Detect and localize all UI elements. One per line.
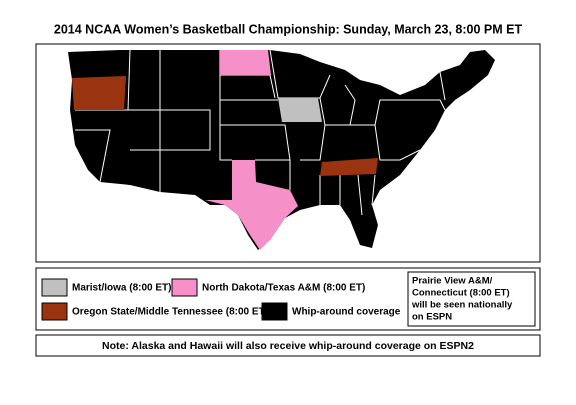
side-note-line: will be seen nationally bbox=[411, 300, 513, 311]
oregon bbox=[72, 76, 126, 110]
legend-swatch bbox=[171, 278, 198, 297]
legend-swatch bbox=[261, 302, 288, 321]
side-note-line: on ESPN bbox=[412, 312, 452, 323]
legend-swatch bbox=[41, 278, 68, 297]
legend-label: Whip-around coverage bbox=[292, 307, 401, 318]
side-note-line: Prairie View A&M/ bbox=[412, 276, 493, 287]
iowa bbox=[278, 98, 322, 122]
tennessee bbox=[320, 158, 378, 176]
us-map bbox=[68, 49, 495, 250]
title: 2014 NCAA Women’s Basketball Championshi… bbox=[54, 22, 523, 36]
legend-label: Oregon State/Middle Tennessee (8:00 ET) bbox=[72, 307, 268, 318]
legend-swatch bbox=[41, 302, 68, 321]
texas bbox=[205, 160, 298, 250]
legend-label: North Dakota/Texas A&M (8:00 ET) bbox=[202, 283, 365, 294]
legend: Marist/Iowa (8:00 ET) North Dakota/Texas… bbox=[41, 271, 536, 327]
note-frame bbox=[35, 334, 541, 357]
legend-label: Marist/Iowa (8:00 ET) bbox=[72, 283, 171, 294]
legend-frame bbox=[35, 267, 541, 331]
north-dakota bbox=[220, 50, 271, 75]
footer-note: Note: Alaska and Hawaii will also receiv… bbox=[102, 340, 474, 352]
side-note-frame bbox=[407, 271, 536, 327]
side-note-line: Connecticut (8:00 ET) bbox=[412, 288, 510, 299]
